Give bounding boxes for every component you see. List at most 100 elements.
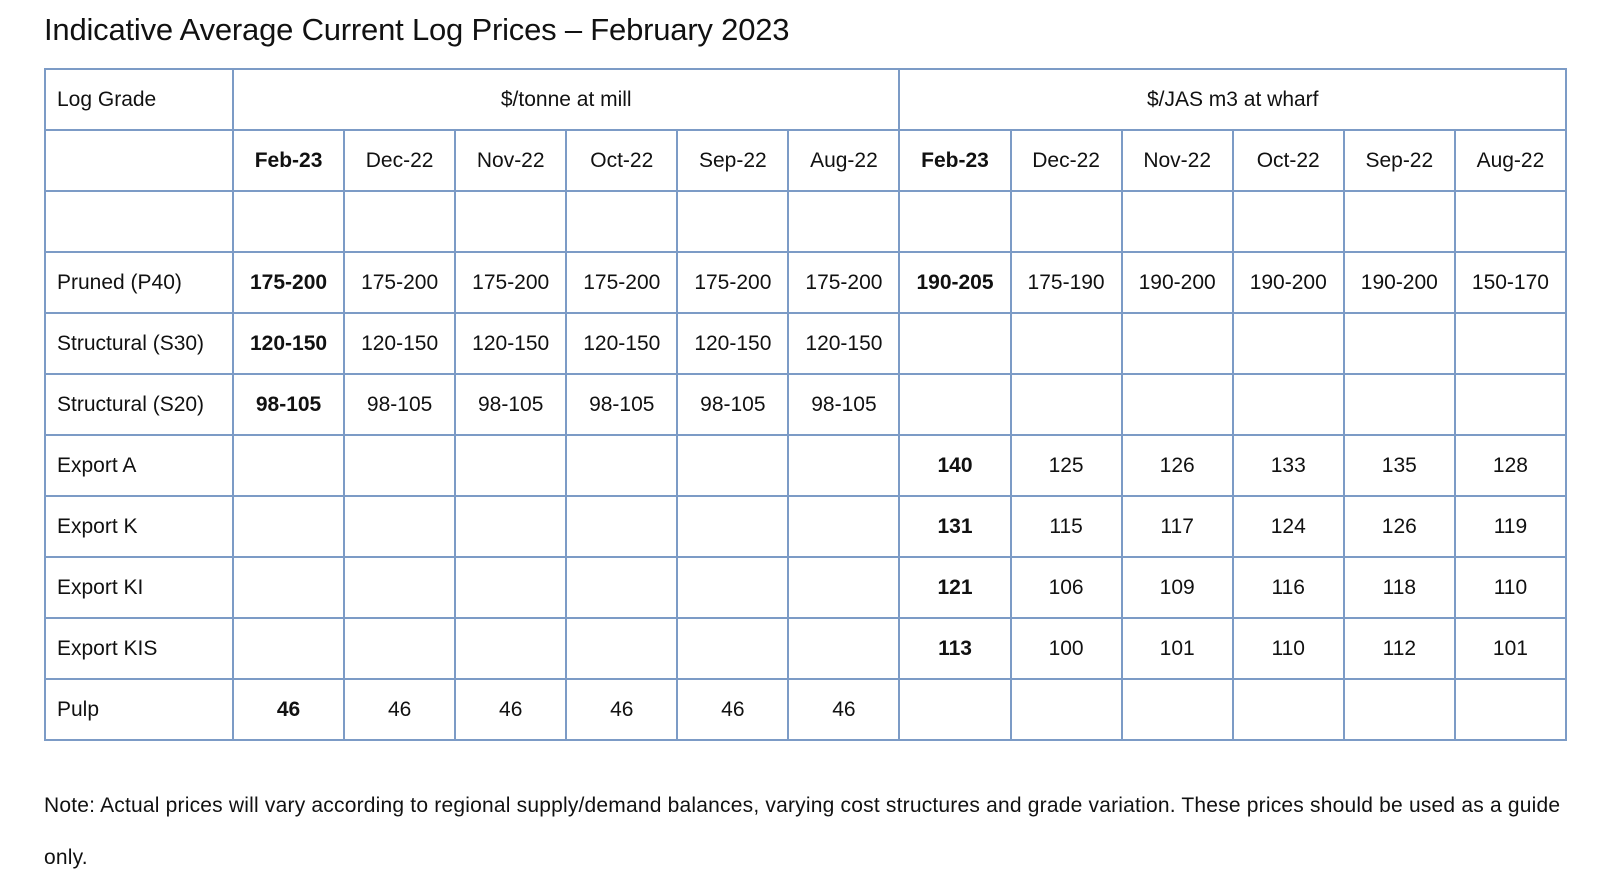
empty-cell [343,617,457,680]
data-row: Structural (S20) 98-105 98-105 98-105 98-105… [44,373,1568,436]
empty-cell [454,617,568,680]
price-cell: 116 [1231,556,1345,619]
price-cell: 135 [1342,434,1456,497]
empty-cell [343,556,457,619]
empty-cell [1009,373,1123,436]
empty-cell [343,190,457,253]
price-cell: 120-150 [787,312,901,375]
price-cell: 46 [565,678,679,741]
empty-cell [787,617,901,680]
month-header: Feb-23 [898,129,1012,192]
price-cell: 175-200 [565,251,679,314]
price-cell: 100 [1009,617,1123,680]
empty-cell [787,434,901,497]
price-cell: 175-200 [454,251,568,314]
empty-cell [676,190,790,253]
data-row: Pulp 46 46 46 46 46 46 [44,678,1568,741]
price-cell: 120-150 [565,312,679,375]
price-cell: 118 [1342,556,1456,619]
empty-cell [1009,678,1123,741]
price-cell: 98-105 [787,373,901,436]
empty-cell [231,190,346,253]
empty-cell [787,556,901,619]
month-header: Nov-22 [454,129,568,192]
group-header: $/tonne at mill [231,68,901,131]
price-cell: 126 [1342,495,1456,558]
empty-cell [1231,312,1345,375]
empty-cell [343,495,457,558]
empty-cell [454,434,568,497]
price-table: Log Grade $/tonne at mill $/JAS m3 at whar… [44,68,1568,741]
price-cell: 133 [1231,434,1345,497]
price-cell: 117 [1120,495,1234,558]
empty-cell [1453,312,1568,375]
empty-cell [565,556,679,619]
note: Note: Actual prices will vary according … [44,794,1561,869]
price-cell: 46 [676,678,790,741]
empty-cell [1453,373,1568,436]
price-cell: 175-200 [676,251,790,314]
empty-cell [44,129,234,192]
price-cell: 46 [454,678,568,741]
grade-label: Export K [44,495,234,558]
price-cell: 112 [1342,617,1456,680]
price-cell: 101 [1453,617,1568,680]
empty-cell [565,434,679,497]
month-header: Dec-22 [1009,129,1123,192]
empty-cell [1231,678,1345,741]
price-cell: 125 [1009,434,1123,497]
month-header: Sep-22 [676,129,790,192]
price-cell: 115 [1009,495,1123,558]
title: Indicative Average Current Log Prices – … [44,12,790,47]
price-cell: 128 [1453,434,1568,497]
price-cell: 126 [1120,434,1234,497]
price-cell: 46 [787,678,901,741]
price-cell: 175-200 [343,251,457,314]
price-cell: 98-105 [676,373,790,436]
empty-cell [454,190,568,253]
price-cell: 98-105 [231,373,346,436]
empty-cell [231,495,346,558]
grade-label: Export KI [44,556,234,619]
empty-cell [676,617,790,680]
price-cell: 101 [1120,617,1234,680]
empty-cell [1231,190,1345,253]
empty-cell [1231,373,1345,436]
price-cell: 190-205 [898,251,1012,314]
blank-row [44,190,1568,253]
empty-cell [898,678,1012,741]
grade-label: Structural (S30) [44,312,234,375]
data-row: Structural (S30) 120-150 120-150 120-150 120… [44,312,1568,375]
month-header: Feb-23 [231,129,346,192]
month-header: Oct-22 [565,129,679,192]
empty-cell [676,556,790,619]
month-row: Feb-23 Dec-22 Nov-22 Oct-22 Sep-22 Aug-22 Feb-… [44,129,1568,192]
price-cell: 175-200 [231,251,346,314]
header-row: Log Grade $/tonne at mill $/JAS m3 at whar… [44,68,1567,131]
price-cell: 131 [898,495,1012,558]
empty-cell [343,434,457,497]
empty-cell [898,190,1012,253]
grade-label: Export KIS [44,617,234,680]
empty-cell [787,495,901,558]
price-cell: 98-105 [454,373,568,436]
data-row: Export KI 121 106 109 116 118 110 [44,556,1568,619]
price-cell: 124 [1231,495,1345,558]
grade-label: Pulp [44,678,234,741]
empty-cell [565,495,679,558]
empty-cell [454,556,568,619]
grade-label: Export A [44,434,234,497]
empty-cell [1120,190,1234,253]
empty-cell [1342,190,1456,253]
empty-cell [1342,373,1456,436]
empty-cell [676,434,790,497]
month-header: Aug-22 [787,129,901,192]
data-row: Pruned (P40) 175-200 175-200 175-200 175-200… [44,251,1568,314]
month-header: Aug-22 [1453,129,1568,192]
price-cell: 106 [1009,556,1123,619]
empty-cell [898,373,1012,436]
empty-cell [1009,312,1123,375]
empty-cell [565,617,679,680]
empty-cell [1342,312,1456,375]
